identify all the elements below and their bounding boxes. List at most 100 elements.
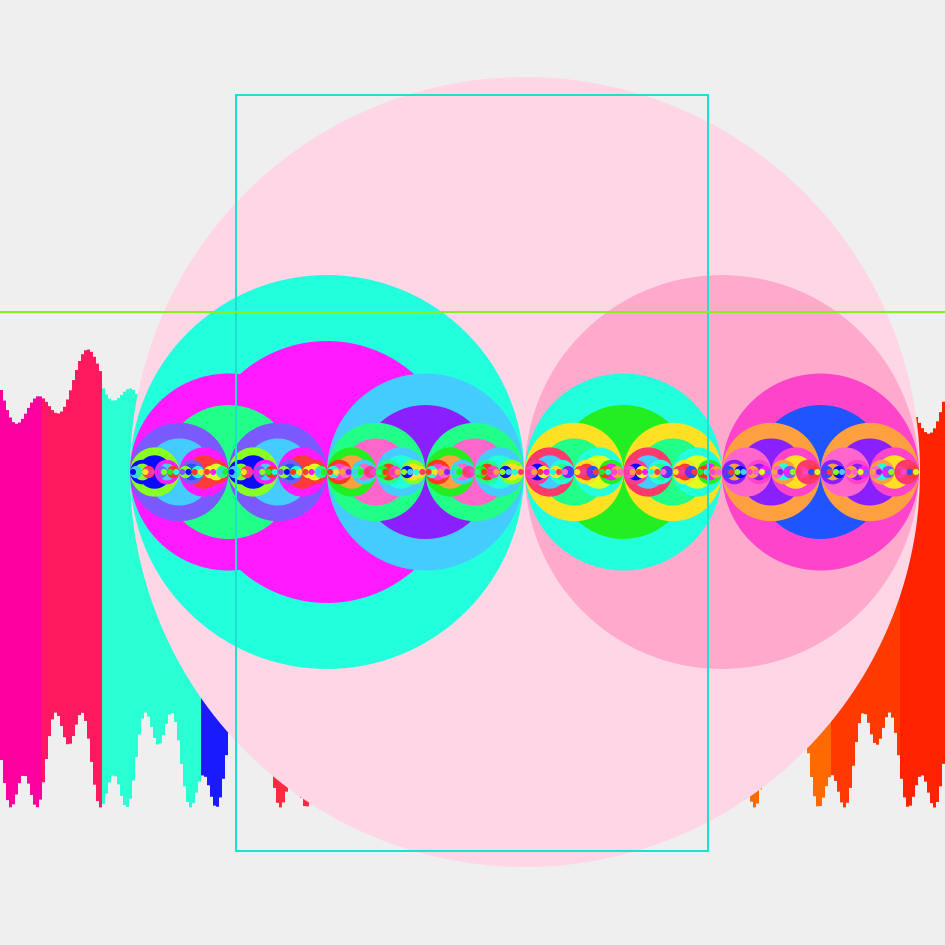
- nested-circle: [259, 468, 266, 476]
- nested-circle: [611, 468, 618, 476]
- waveform-bar: [96, 363, 99, 802]
- nested-circle: [734, 468, 741, 476]
- waveform-bar: [933, 428, 936, 808]
- nested-circle: [740, 468, 747, 476]
- nested-circle: [869, 468, 876, 476]
- waveform-bar: [48, 406, 51, 737]
- waveform-bar: [915, 417, 918, 786]
- nested-circle: [370, 468, 377, 476]
- nested-circle: [629, 468, 636, 476]
- waveform-bar: [99, 371, 102, 808]
- waveform-bar: [69, 390, 72, 744]
- nested-circle: [875, 468, 883, 476]
- nested-circle: [882, 468, 889, 476]
- waveform-bar: [924, 432, 927, 782]
- nested-circle: [808, 468, 815, 476]
- waveform-bar: [927, 433, 930, 793]
- waveform-bar: [912, 411, 915, 797]
- nested-circle: [493, 468, 500, 476]
- nested-circle: [203, 468, 211, 476]
- nested-circle: [531, 468, 538, 476]
- nested-circle: [605, 468, 612, 476]
- waveform-bar: [63, 406, 66, 738]
- waveform-bar: [84, 350, 87, 721]
- nested-circle: [691, 468, 698, 476]
- waveform-bar: [102, 388, 105, 804]
- waveform-bar: [918, 422, 921, 777]
- nested-circle: [678, 468, 686, 476]
- nested-circle: [142, 468, 149, 476]
- waveform-bar: [9, 417, 12, 808]
- waveform-bar: [114, 400, 117, 777]
- nested-circle: [715, 468, 722, 476]
- nested-circle: [277, 468, 284, 476]
- nested-circle: [363, 468, 371, 476]
- waveform-bar: [111, 400, 114, 776]
- nested-circle: [130, 468, 137, 476]
- nested-circle: [641, 468, 649, 476]
- nested-circle: [314, 468, 321, 476]
- nested-circle: [394, 468, 401, 476]
- nested-circle: [327, 468, 334, 476]
- nested-circle: [173, 468, 180, 476]
- waveform-bar: [42, 398, 45, 783]
- nested-circle: [746, 468, 753, 476]
- nested-circle: [222, 468, 229, 476]
- waveform-bar: [18, 422, 21, 784]
- nested-circle: [437, 468, 444, 476]
- waveform-bar: [3, 400, 6, 784]
- waveform-bar: [33, 398, 36, 805]
- nested-circle: [271, 468, 278, 476]
- waveform-bar: [87, 349, 90, 739]
- waveform-bar: [45, 401, 48, 760]
- nested-circle: [912, 468, 919, 476]
- nested-circle: [456, 468, 463, 476]
- nested-circle: [900, 468, 907, 476]
- nested-circle: [592, 468, 599, 476]
- nested-circle: [802, 468, 809, 476]
- nested-circle: [228, 468, 235, 476]
- waveform-bar: [15, 423, 18, 795]
- nested-circle: [160, 468, 167, 476]
- nested-circle: [525, 468, 532, 476]
- nested-circle: [894, 468, 901, 476]
- waveform-bar: [78, 361, 81, 716]
- nested-circle: [191, 468, 198, 476]
- nested-circle: [290, 468, 297, 476]
- nested-circle: [709, 468, 716, 476]
- waveform-bar: [21, 418, 24, 776]
- waveform-bar: [72, 380, 75, 736]
- nested-circle: [826, 468, 833, 476]
- nested-circle: [574, 468, 581, 476]
- nested-circle: [672, 468, 679, 476]
- waveform-bar: [39, 396, 42, 800]
- selection-rectangle: [235, 94, 709, 852]
- waveform-bar: [54, 412, 57, 713]
- nested-circle: [148, 468, 155, 476]
- waveform-bar: [27, 407, 30, 784]
- waveform-bar: [135, 393, 138, 758]
- nested-circle: [789, 468, 796, 476]
- nested-circle: [283, 468, 291, 476]
- nested-circle: [339, 468, 346, 476]
- waveform-bar: [81, 354, 84, 713]
- nested-circle: [555, 468, 562, 476]
- nested-circle: [857, 468, 864, 476]
- nested-circle: [511, 468, 518, 476]
- nested-circle: [425, 468, 432, 476]
- nested-circle: [654, 468, 661, 476]
- nested-circle: [357, 468, 364, 476]
- waveform-bar: [909, 408, 912, 806]
- nested-circle: [906, 468, 913, 476]
- nested-circle: [388, 468, 395, 476]
- nested-circle: [450, 468, 457, 476]
- nested-circle: [197, 468, 204, 476]
- nested-circle: [253, 468, 260, 476]
- waveform-bar: [12, 422, 15, 805]
- nested-circle: [728, 468, 735, 476]
- nested-circle: [216, 468, 223, 476]
- waveform-bar: [123, 391, 126, 806]
- nested-circle: [845, 468, 852, 476]
- waveform-bar: [30, 402, 33, 795]
- nested-circle: [499, 468, 506, 476]
